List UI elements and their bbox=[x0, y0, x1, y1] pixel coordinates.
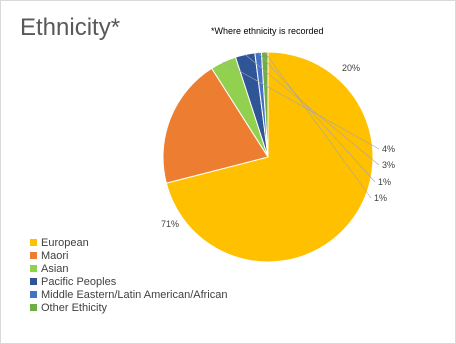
slice-maori bbox=[162, 67, 269, 184]
legend-label: Maori bbox=[41, 249, 69, 262]
legend-label: Pacific Peoples bbox=[41, 275, 117, 288]
leader-line-asian bbox=[223, 61, 380, 150]
legend-item-middle-eastern-latin-american-african: Middle Eastern/Latin American/African bbox=[30, 288, 227, 301]
legend-label: Middle Eastern/Latin American/African bbox=[41, 288, 228, 301]
data-label-middle-eastern-latin-american-african: 1% bbox=[378, 177, 391, 187]
legend-label: European bbox=[41, 236, 89, 249]
leader-line-pacific-peoples bbox=[244, 54, 380, 166]
chart-title: Ethnicity* bbox=[20, 14, 121, 41]
data-labels: 71% 20% 4% 3% 1% 1% bbox=[161, 63, 395, 229]
legend-item-pacific-peoples: Pacific Peoples bbox=[30, 275, 227, 288]
legend-item-maori: Maori bbox=[30, 249, 227, 262]
legend-item-other-ethicity: Other Ethicity bbox=[30, 301, 227, 314]
leader-line-other-ethicity bbox=[264, 51, 372, 199]
chart-subtitle: *Where ethnicity is recorded bbox=[211, 26, 324, 36]
pie-slices bbox=[162, 51, 374, 263]
legend-swatch bbox=[30, 304, 37, 311]
legend-item-asian: Asian bbox=[30, 262, 227, 275]
legend-item-european: European bbox=[30, 236, 227, 249]
legend-swatch bbox=[30, 265, 37, 272]
data-label-european: 71% bbox=[161, 219, 179, 229]
data-label-other-ethicity: 1% bbox=[374, 193, 387, 203]
legend-swatch bbox=[30, 278, 37, 285]
slice-european bbox=[165, 51, 374, 263]
data-label-pacific-peoples: 3% bbox=[382, 160, 395, 170]
legend-swatch bbox=[30, 291, 37, 298]
legend: European Maori Asian Pacific Peoples Middle … bbox=[30, 236, 227, 314]
legend-label: Other Ethicity bbox=[41, 301, 108, 314]
data-label-maori: 20% bbox=[342, 63, 360, 73]
legend-label: Asian bbox=[41, 262, 69, 275]
data-label-asian: 4% bbox=[382, 144, 395, 154]
legend-swatch bbox=[30, 252, 37, 259]
legend-swatch bbox=[30, 239, 37, 246]
leader-line-middle-eastern-latin-american-african bbox=[257, 52, 376, 183]
leader-lines bbox=[223, 51, 380, 199]
